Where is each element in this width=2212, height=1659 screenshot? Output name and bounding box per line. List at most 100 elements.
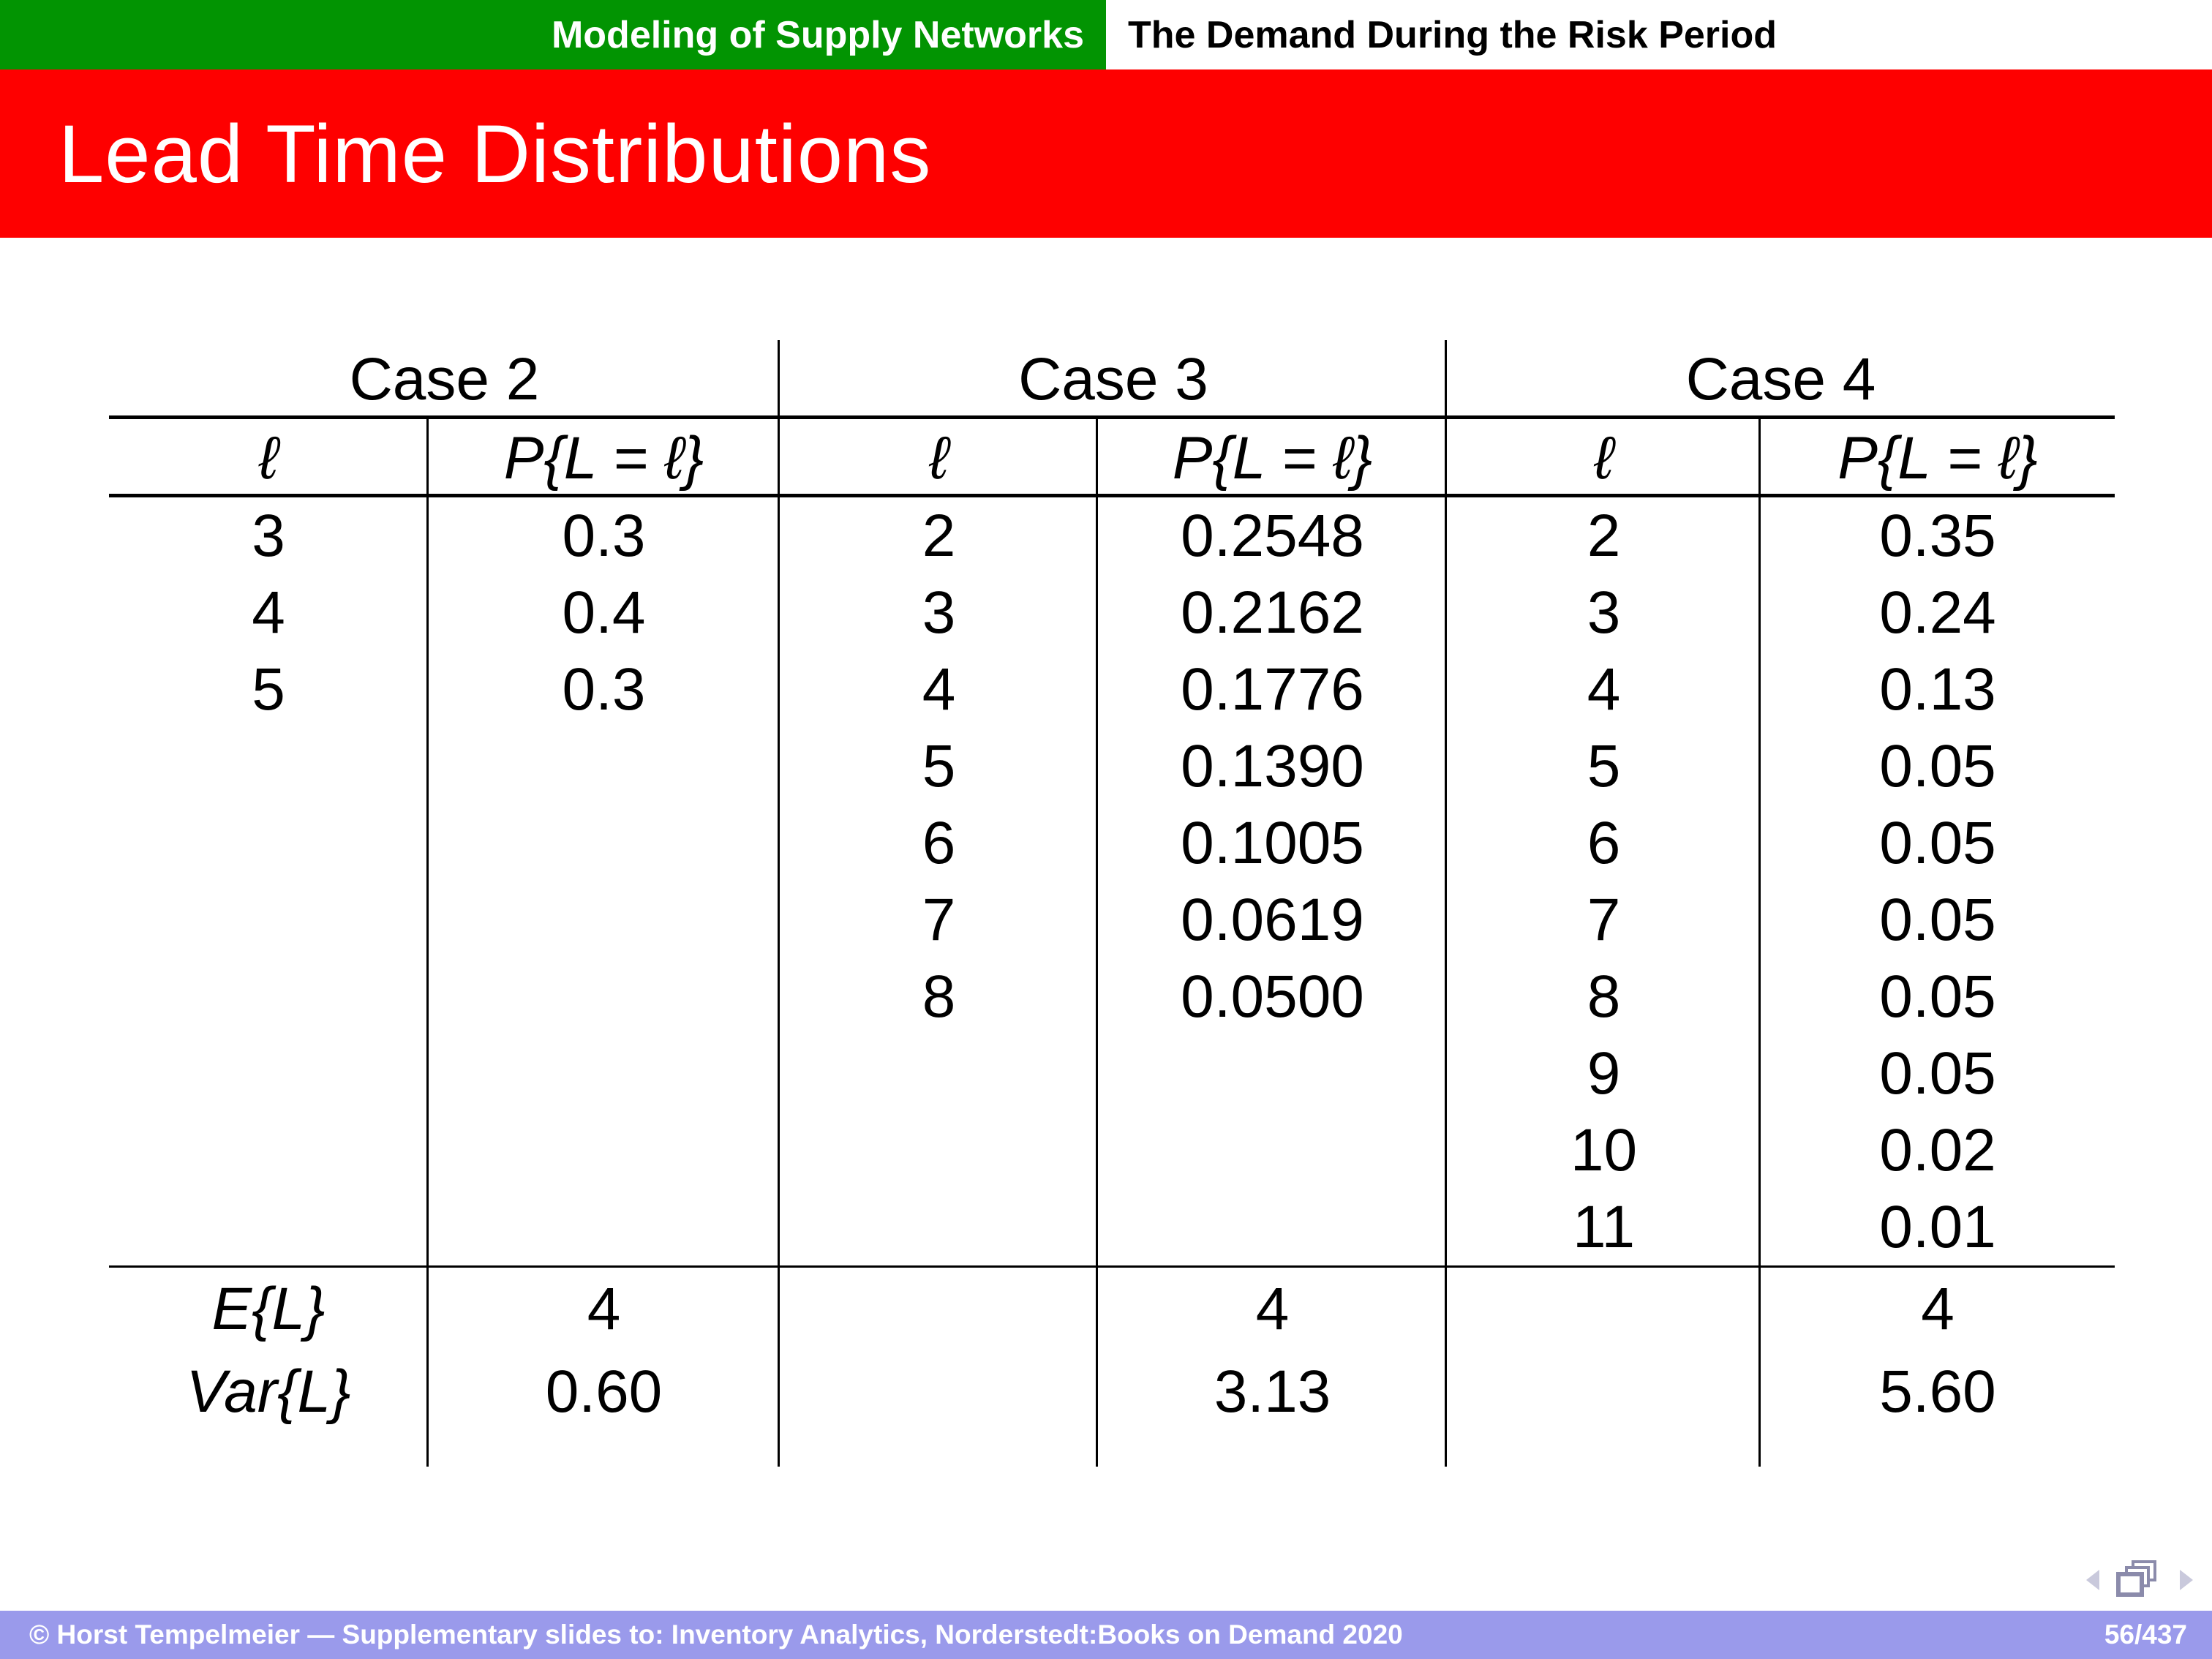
cell-p-value: 0.02	[1879, 1116, 1996, 1184]
footer-copyright: © Horst Tempelmeier — Supplementary slid…	[29, 1620, 1403, 1649]
stat-value: 4	[587, 1276, 621, 1342]
cell-l-value: 8	[1587, 963, 1621, 1030]
cell-l-value: 5	[252, 655, 285, 723]
cell-l-value: 2	[1587, 502, 1621, 569]
stat-spacer	[1447, 1265, 1761, 1353]
cell-l-value	[780, 1189, 1098, 1265]
cell-p-value	[1098, 1112, 1447, 1189]
divider-case2-lp	[426, 415, 429, 1467]
cell-p-value: 0.0500	[1181, 963, 1364, 1030]
cell-p-value	[1098, 1035, 1447, 1112]
cell-p-value	[428, 881, 780, 958]
cell-p-value: 0.13	[1879, 655, 1996, 723]
cell-p-value: 0.1005	[1181, 809, 1364, 876]
cell-p-value: 0.1390	[1181, 732, 1364, 800]
lead-time-table: Case 2 Case 3 Case 4 ℓ P{L = ℓ} ℓ P{L = ℓ} ℓ P{L…	[109, 340, 2115, 1470]
cell-l-value	[109, 728, 428, 805]
divider-case2-case3	[778, 340, 780, 1467]
divider-case3-lp	[1096, 415, 1098, 1467]
cell-l-value: 6	[1587, 809, 1621, 876]
stat-value: 0.60	[545, 1358, 663, 1425]
nav-pages-icon[interactable]	[2115, 1560, 2161, 1603]
stat-label: Var{L}	[186, 1358, 351, 1425]
cell-p-value	[428, 805, 780, 881]
cell-l-value: 3	[252, 502, 285, 569]
subsection-title: The Demand During the Risk Period	[1128, 13, 1778, 56]
cell-l-value	[109, 958, 428, 1035]
rule-below-data-rows	[109, 1265, 2115, 1268]
divider-case3-case4	[1445, 340, 1447, 1467]
cell-p-value: 0.05	[1879, 732, 1996, 800]
cell-l-value	[109, 1035, 428, 1112]
cell-l-value: 11	[1572, 1193, 1636, 1260]
cell-l-value: 4	[922, 655, 956, 723]
stat-spacer	[1447, 1353, 1761, 1430]
cell-p-value: 0.2162	[1181, 579, 1364, 646]
divider-case4-lp	[1758, 415, 1761, 1467]
page-indicator: 56/437	[2104, 1620, 2187, 1649]
stat-spacer	[780, 1265, 1098, 1353]
nav-next-icon[interactable]	[2180, 1570, 2193, 1590]
frame-title-bar: Lead Time Distributions	[0, 69, 2212, 238]
cell-l-value: 7	[1587, 886, 1621, 953]
cell-l-value	[780, 1035, 1098, 1112]
cell-p-value: 0.3	[562, 502, 646, 569]
cell-l-value: 4	[1587, 655, 1621, 723]
cell-l-value: 5	[922, 732, 956, 800]
cell-l-value: 5	[1587, 732, 1621, 800]
cell-p-value: 0.35	[1879, 502, 1996, 569]
cell-l-value	[109, 1189, 428, 1265]
col-header-l: ℓ	[258, 424, 279, 492]
cell-l-value	[109, 805, 428, 881]
cell-p-value: 0.3	[562, 655, 646, 723]
col-header-l: ℓ	[929, 424, 949, 492]
cell-p-value: 0.05	[1879, 886, 1996, 953]
cell-p-value	[1098, 1189, 1447, 1265]
section-title: Modeling of Supply Networks	[551, 13, 1084, 56]
rule-below-case-row	[109, 415, 2115, 419]
cell-p-value: 0.05	[1879, 809, 1996, 876]
cell-l-value: 8	[922, 963, 956, 1030]
cell-p-value: 0.24	[1879, 579, 1996, 646]
cell-l-value: 7	[922, 886, 956, 953]
section-title-box: Modeling of Supply Networks	[0, 0, 1106, 69]
case-header: Case 4	[1685, 346, 1876, 413]
cell-l-value: 3	[1587, 579, 1621, 646]
footer-bar: © Horst Tempelmeier — Supplementary slid…	[0, 1611, 2212, 1659]
col-header-p: P{L = ℓ}	[1837, 424, 2038, 492]
stat-spacer	[780, 1353, 1098, 1430]
cell-p-value	[428, 958, 780, 1035]
cell-p-value	[428, 1189, 780, 1265]
case-header: Case 3	[1018, 346, 1208, 413]
stat-value: 4	[1255, 1276, 1290, 1342]
cell-l-value	[780, 1112, 1098, 1189]
col-header-l: ℓ	[1594, 424, 1614, 492]
cell-p-value: 0.05	[1879, 1039, 1996, 1107]
cell-l-value	[109, 1112, 428, 1189]
page-title: Lead Time Distributions	[59, 108, 932, 200]
stat-label: E{L}	[211, 1276, 326, 1342]
cell-l-value: 6	[922, 809, 956, 876]
cell-p-value: 0.1776	[1181, 655, 1364, 723]
rule-below-header-row	[109, 494, 2115, 497]
header-bar: Modeling of Supply Networks The Demand D…	[0, 0, 2212, 69]
cell-p-value	[428, 1112, 780, 1189]
lead-time-grid: Case 2 Case 3 Case 4 ℓ P{L = ℓ} ℓ P{L = ℓ} ℓ P{L…	[109, 340, 2115, 1430]
stat-value: 3.13	[1214, 1358, 1331, 1425]
cell-l-value: 3	[922, 579, 956, 646]
cell-l-value: 4	[252, 579, 285, 646]
cell-l-value: 10	[1570, 1116, 1638, 1184]
case-header: Case 2	[349, 346, 540, 413]
col-header-p: P{L = ℓ}	[1172, 424, 1373, 492]
cell-l-value: 9	[1587, 1039, 1621, 1107]
cell-p-value: 0.4	[562, 579, 646, 646]
cell-p-value: 0.2548	[1181, 502, 1364, 569]
nav-prev-icon[interactable]	[2086, 1570, 2099, 1590]
cell-p-value: 0.0619	[1181, 886, 1364, 953]
cell-l-value	[109, 881, 428, 958]
cell-p-value: 0.01	[1879, 1193, 1996, 1260]
stat-value: 4	[1921, 1276, 1955, 1342]
cell-p-value: 0.05	[1879, 963, 1996, 1030]
navigation-bar	[2085, 1560, 2194, 1600]
